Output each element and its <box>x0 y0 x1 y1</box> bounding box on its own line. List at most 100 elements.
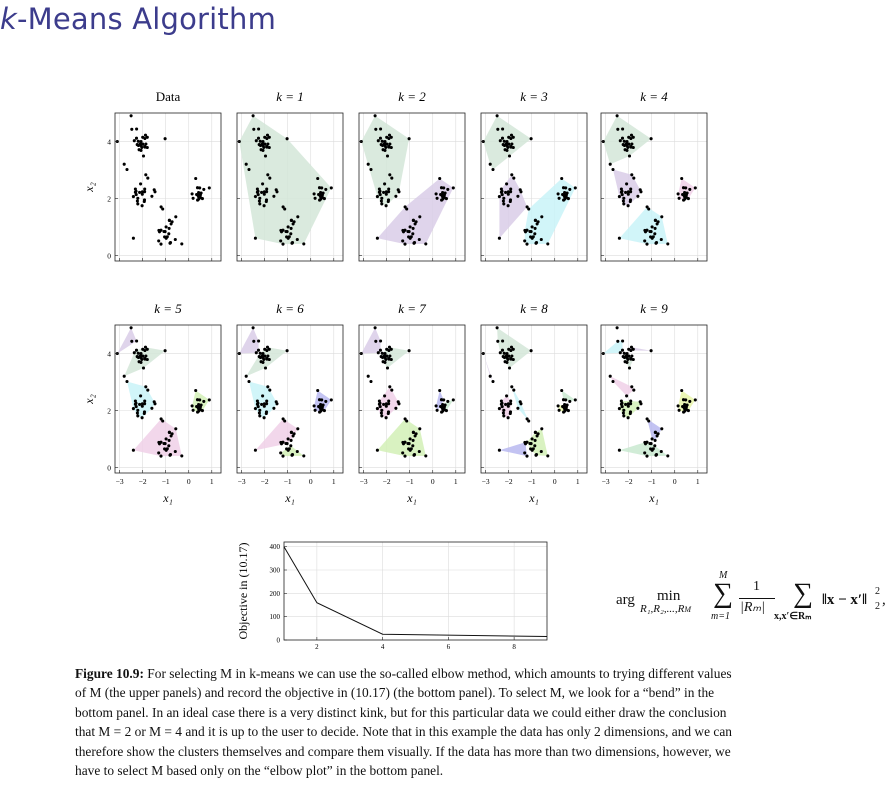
data-point <box>509 345 514 349</box>
data-point <box>321 191 325 195</box>
data-point <box>137 360 141 364</box>
data-point <box>624 142 628 146</box>
formula-trailing-comma: , <box>882 592 886 608</box>
x-tick-label: 1 <box>696 477 700 486</box>
data-point <box>496 339 500 343</box>
data-point <box>129 114 133 118</box>
data-point <box>167 226 171 230</box>
data-point <box>510 173 514 177</box>
data-point <box>506 192 510 196</box>
data-point <box>382 190 386 194</box>
data-point <box>122 374 126 378</box>
data-point <box>274 400 278 404</box>
data-point <box>505 139 509 144</box>
x-tick-label: −3 <box>238 477 246 486</box>
data-point <box>317 404 321 409</box>
data-point <box>302 242 306 246</box>
data-point <box>649 349 653 353</box>
data-point <box>387 187 391 191</box>
data-point <box>164 225 168 229</box>
data-point <box>195 192 199 197</box>
data-point <box>443 191 447 195</box>
data-point <box>525 417 529 421</box>
elbow-x-tick-label: 8 <box>512 643 516 650</box>
data-point <box>321 403 325 407</box>
data-point <box>516 406 520 410</box>
data-point <box>168 453 173 457</box>
data-point <box>417 237 421 242</box>
x-tick-label: −1 <box>162 477 170 486</box>
data-point <box>529 442 533 446</box>
data-point <box>394 194 398 198</box>
data-point <box>143 345 148 349</box>
data-point <box>131 407 135 411</box>
data-point <box>324 187 328 191</box>
data-point <box>259 148 263 152</box>
data-point <box>131 236 135 240</box>
data-point <box>568 399 572 403</box>
data-point <box>500 189 504 193</box>
panel-title: k = 1 <box>276 89 304 104</box>
data-point <box>136 414 140 418</box>
data-point <box>134 348 139 352</box>
data-point <box>502 351 506 355</box>
data-point <box>649 447 653 451</box>
data-point <box>681 192 685 197</box>
data-point <box>501 411 505 415</box>
data-point <box>653 218 657 222</box>
formula-sum2-sign: ∑ <box>793 578 813 609</box>
data-point <box>622 351 626 355</box>
data-point <box>319 190 323 195</box>
x-axis-label: x₁ <box>284 491 295 505</box>
data-point <box>202 399 206 403</box>
data-point <box>390 176 394 180</box>
data-point <box>141 366 146 370</box>
data-point <box>503 360 507 364</box>
data-point <box>143 187 147 191</box>
data-point <box>258 351 262 355</box>
x-tick-label: −2 <box>261 477 269 486</box>
cluster-region <box>246 347 288 377</box>
data-point <box>161 419 165 423</box>
data-point <box>434 192 438 196</box>
data-point <box>411 232 415 236</box>
x-tick-label: −3 <box>116 477 124 486</box>
data-point <box>366 374 370 378</box>
data-point <box>378 401 382 405</box>
data-point <box>681 186 686 190</box>
panel-frame <box>480 324 588 474</box>
cluster-panel: k = 4 <box>600 89 708 262</box>
data-point <box>143 145 147 149</box>
data-point <box>650 225 654 229</box>
data-point <box>533 218 537 222</box>
data-point <box>506 204 510 208</box>
data-point <box>647 419 651 423</box>
data-point <box>688 187 692 191</box>
data-point <box>564 407 568 411</box>
data-point <box>681 404 685 409</box>
data-point <box>518 188 522 192</box>
data-point <box>523 442 528 446</box>
data-point <box>386 198 391 202</box>
data-point <box>194 388 198 393</box>
data-point <box>174 215 178 219</box>
data-point <box>142 198 147 202</box>
data-point <box>320 407 324 411</box>
data-point <box>258 408 262 412</box>
cluster-region <box>619 442 668 457</box>
formula-sum1-sign: ∑ <box>713 578 733 609</box>
data-point <box>384 402 388 406</box>
data-point <box>556 404 560 408</box>
data-point <box>289 438 293 442</box>
data-point <box>401 239 405 243</box>
cluster-panel: Data 0 2 4 x₂ <box>82 89 222 262</box>
data-point <box>265 399 269 403</box>
data-point <box>143 190 147 194</box>
data-point <box>247 167 251 172</box>
data-point <box>285 137 289 141</box>
data-point <box>373 114 377 118</box>
data-point <box>383 139 387 144</box>
formula-sum1-bottom: m=1 <box>711 611 730 622</box>
data-point <box>629 187 633 191</box>
data-point <box>627 154 632 158</box>
